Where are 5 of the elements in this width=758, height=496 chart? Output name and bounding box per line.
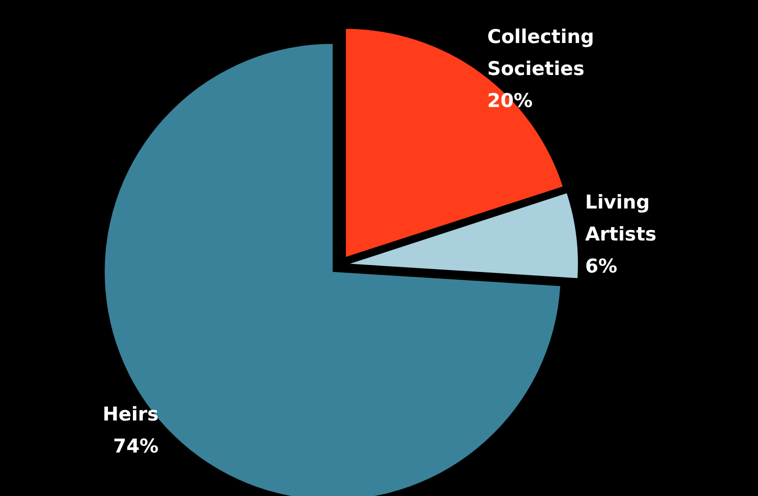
- slice-label: Living Artists: [585, 192, 656, 246]
- data-label: 6%: [585, 256, 618, 278]
- slice-label: Heirs: [102, 404, 159, 426]
- data-label: 74%: [113, 436, 159, 458]
- slice-label: Collecting Societies: [487, 26, 601, 80]
